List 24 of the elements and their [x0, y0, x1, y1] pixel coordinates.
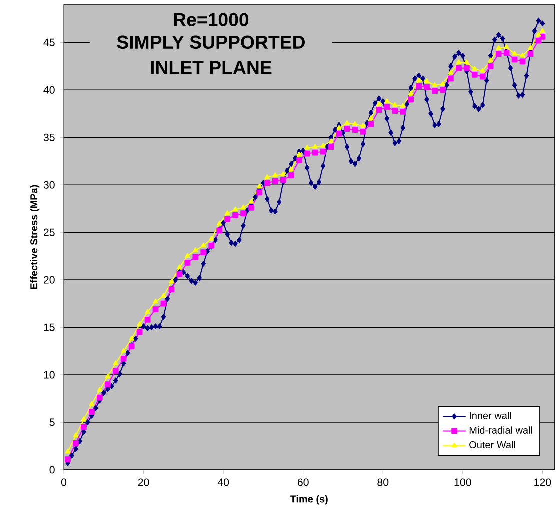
x-tick-label: 100 [454, 478, 472, 486]
y-axis-title: Effective Stress (MPa) [30, 185, 40, 290]
y-tick-label: 35 [44, 134, 55, 142]
x-axis-title: Time (s) [290, 495, 328, 505]
y-tick-label: 0 [50, 466, 55, 474]
x-tick-label: 120 [534, 478, 552, 486]
y-tick-label: 30 [44, 181, 55, 189]
y-tick-label: 5 [50, 418, 55, 426]
legend-label: Mid-radial wall [470, 426, 532, 434]
x-tick-label: 60 [298, 478, 309, 486]
y-tick-label: 20 [44, 276, 55, 284]
x-tick-label: 80 [378, 478, 389, 486]
legend-label: Inner wall [470, 412, 512, 420]
x-tick-label: 40 [218, 478, 230, 486]
legend-label: Outer Wall [470, 441, 516, 448]
y-tick-label: 10 [44, 371, 55, 379]
text: SIMPLY SUPPORTED INLET PLANE [117, 36, 305, 74]
x-tick-label: 0 [61, 478, 67, 486]
y-tick-label: 15 [44, 324, 55, 332]
chart-title: Re=1000 [174, 13, 249, 26]
y-tick-label: 40 [44, 86, 55, 94]
y-tick-label: 45 [44, 38, 55, 46]
y-tick-label: 25 [44, 228, 55, 236]
x-tick-label: 20 [138, 478, 150, 486]
